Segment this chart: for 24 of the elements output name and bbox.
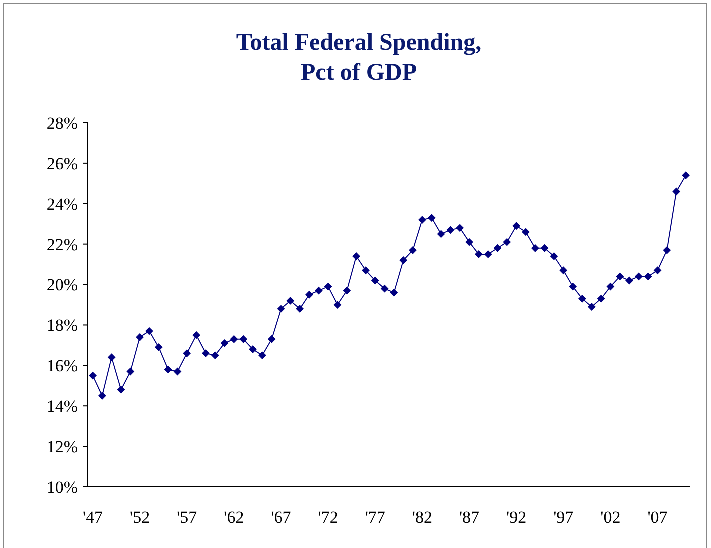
y-tick-label: 16% xyxy=(46,356,78,376)
x-tick-label: '92 xyxy=(506,508,527,527)
y-tick-label: 14% xyxy=(46,397,78,416)
x-tick-label: '82 xyxy=(412,508,432,527)
x-tick-label: '72 xyxy=(318,508,338,527)
x-tick-label: '77 xyxy=(365,508,386,527)
y-tick-label: 20% xyxy=(46,276,78,295)
y-tick-label: 10% xyxy=(46,478,78,497)
x-tick-label: '02 xyxy=(600,508,621,527)
y-tick-label: 12% xyxy=(46,438,78,457)
x-tick-label: '62 xyxy=(224,508,244,527)
x-tick-label: '57 xyxy=(177,508,198,527)
y-tick-label: 24% xyxy=(46,194,78,214)
y-tick-label: 22% xyxy=(46,235,78,254)
x-tick-label: '97 xyxy=(554,508,574,527)
chart-title: Total Federal Spending, Pct of GDP xyxy=(236,30,482,86)
y-tick-label: 18% xyxy=(46,316,78,336)
x-tick-label: '52 xyxy=(130,508,150,527)
x-tick-label: '67 xyxy=(271,508,292,527)
x-tick-label: '87 xyxy=(459,508,480,527)
x-tick-label: '07 xyxy=(648,508,668,527)
x-tick-label: '47 xyxy=(82,508,104,527)
y-tick-label: 26% xyxy=(46,154,78,174)
y-tick-label: 28% xyxy=(46,114,78,133)
